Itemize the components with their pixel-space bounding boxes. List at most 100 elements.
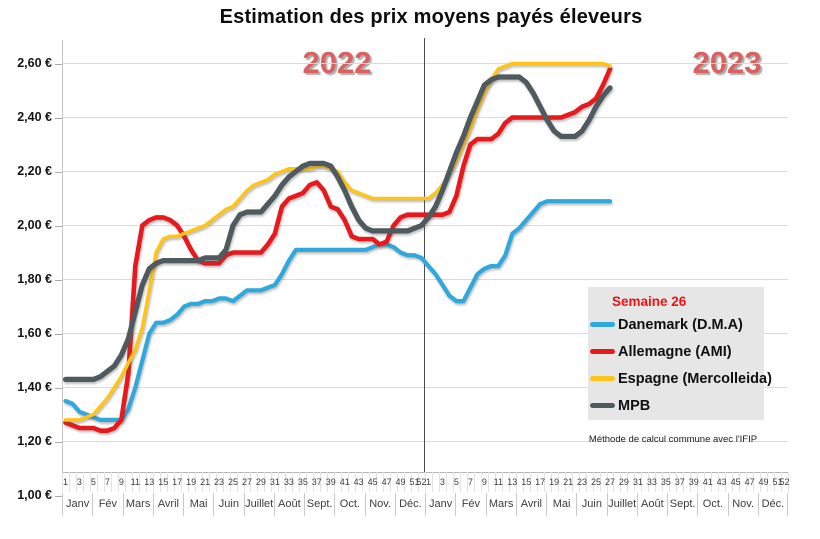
x-axis-week-label: 43 — [716, 477, 727, 487]
x-axis-week-tick — [662, 472, 664, 492]
x-axis-week-tick — [285, 472, 287, 492]
x-axis-month-label: Nov. — [727, 493, 758, 516]
x-axis-week-label: 52 — [416, 477, 427, 487]
x-axis-week-label: 45 — [730, 477, 741, 487]
x-axis-week-tick — [292, 472, 294, 492]
x-axis-week-tick — [376, 472, 378, 492]
x-axis-week-label: 1 — [62, 477, 68, 487]
x-axis-week-tick — [732, 472, 734, 492]
y-axis-label: 1,60 € — [17, 325, 52, 340]
x-axis-week-label: 15 — [158, 477, 169, 487]
x-axis-week-tick — [355, 472, 357, 492]
legend-swatch-icon — [590, 349, 615, 354]
x-axis-month-label: Déc. — [757, 493, 788, 516]
x-axis-week-tick — [606, 472, 608, 492]
x-axis-week-label: 3 — [76, 477, 82, 487]
x-axis-week-tick — [131, 472, 133, 492]
chart-title: Estimation des prix moyens payés éleveur… — [219, 6, 643, 28]
x-axis-week-label: 11 — [493, 477, 503, 487]
x-axis-week-label: 13 — [507, 477, 518, 487]
y-axis-tick — [55, 441, 62, 443]
x-axis-month-label: Mars — [485, 493, 516, 516]
x-axis-week-tick — [627, 472, 629, 492]
x-axis-week-label: 41 — [339, 477, 350, 487]
x-axis-week-tick — [522, 472, 524, 492]
x-axis-week-tick — [578, 472, 580, 492]
x-axis-week-tick — [397, 472, 399, 492]
y-axis-label: 2,00 € — [17, 217, 52, 232]
x-axis-week-tick — [187, 472, 189, 492]
x-axis-week-label: 25 — [591, 477, 602, 487]
x-axis-week-label: 21 — [200, 477, 211, 487]
x-axis-month-label: Juin — [576, 493, 606, 516]
x-axis-week-tick — [515, 472, 517, 492]
x-axis-week-tick — [194, 472, 196, 492]
legend-item: Allemagne (AMI) — [590, 338, 764, 365]
x-axis-week-tick — [411, 472, 413, 492]
x-axis-week-tick — [390, 472, 392, 492]
y-axis-label: 1,20 € — [17, 433, 52, 448]
x-axis-week-tick — [494, 472, 496, 492]
x-axis-week-tick — [159, 472, 161, 492]
x-axis-week-tick — [124, 472, 126, 492]
x-axis-week-tick — [459, 472, 461, 492]
x-axis-month-label: Janv — [62, 493, 92, 516]
x-axis-week-tick — [236, 472, 238, 492]
x-axis-week-tick — [543, 472, 545, 492]
x-axis-month-label: Fév — [455, 493, 485, 516]
x-axis-week-tick — [711, 472, 713, 492]
x-axis-week-tick — [110, 472, 112, 492]
x-axis-week-tick — [103, 472, 105, 492]
x-axis-week-tick — [466, 472, 468, 492]
x-axis-week-tick — [592, 472, 594, 492]
x-axis-week-tick — [334, 472, 336, 492]
series-line-mpb — [62, 74, 613, 382]
x-axis-week-label: 7 — [467, 477, 473, 487]
x-axis-week-label: 51 — [409, 477, 420, 487]
x-axis-week-tick — [753, 472, 755, 492]
x-axis-week-tick — [278, 472, 280, 492]
x-axis-week-tick — [564, 472, 566, 492]
x-axis-week-tick — [788, 472, 789, 492]
x-axis-week-tick — [341, 472, 343, 492]
x-axis-week-label: 11 — [130, 477, 140, 487]
x-axis-week-tick — [271, 472, 273, 492]
x-axis-month-label: Sept. — [304, 493, 334, 516]
x-axis-week-label: 31 — [269, 477, 280, 487]
x-axis-week-tick — [299, 472, 301, 492]
x-axis-week-label: 19 — [549, 477, 560, 487]
x-axis-week-tick — [487, 472, 489, 492]
year-label-2023: 2023 — [692, 45, 762, 80]
x-axis-week-tick — [229, 472, 231, 492]
x-axis-week-tick — [648, 472, 650, 492]
x-axis-month-label: Oct. — [697, 493, 727, 516]
legend-item-label: Danemark (D.M.A) — [618, 316, 743, 333]
x-axis-week-label: 47 — [381, 477, 392, 487]
x-axis-week-label: 43 — [353, 477, 364, 487]
x-axis-week-tick — [774, 472, 776, 492]
x-axis-week-tick — [96, 472, 98, 492]
y-axis-tick — [55, 117, 62, 119]
x-axis-week-tick — [89, 472, 91, 492]
x-axis-week-label: 29 — [618, 477, 629, 487]
x-axis-week-label: 9 — [118, 477, 124, 487]
x-axis-week-tick — [201, 472, 203, 492]
x-axis-week-tick — [613, 472, 615, 492]
x-axis-week-tick — [222, 472, 224, 492]
x-axis-week-tick — [725, 472, 727, 492]
x-axis-month-label: Mai — [183, 493, 213, 516]
x-axis-week-tick — [781, 472, 783, 492]
x-axis-week-tick — [362, 472, 364, 492]
x-axis-week-tick — [173, 472, 175, 492]
x-axis-week-tick — [369, 472, 371, 492]
x-axis-month-label: Août — [636, 493, 667, 516]
x-axis-week-tick — [152, 472, 154, 492]
x-axis-week-label: 49 — [395, 477, 406, 487]
x-axis-week-tick — [264, 472, 266, 492]
y-axis-tick — [55, 171, 62, 173]
x-axis-week-tick — [452, 472, 454, 492]
x-axis-week-tick — [690, 472, 692, 492]
x-axis-week-tick — [320, 472, 322, 492]
x-axis-month-label: Août — [273, 493, 304, 516]
x-axis-month-label: Fév — [92, 493, 122, 516]
